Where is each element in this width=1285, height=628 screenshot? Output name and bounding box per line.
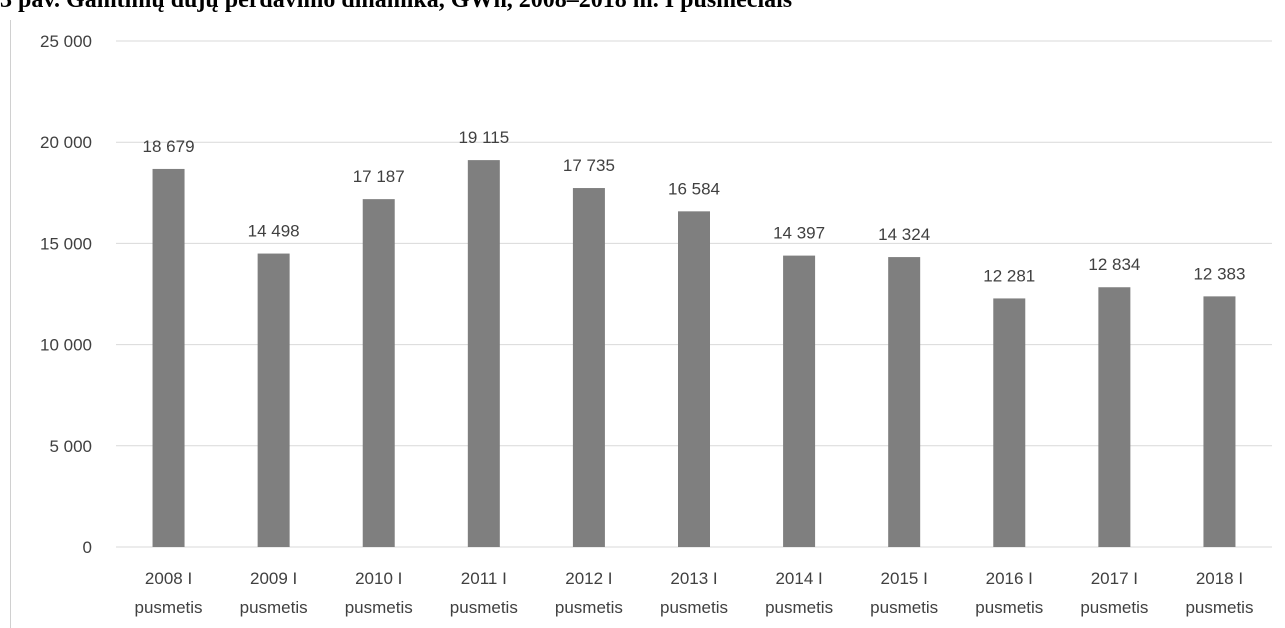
- y-tick-label: 25 000: [40, 32, 92, 51]
- x-tick-label: pusmetis: [765, 598, 833, 617]
- x-tick-label: 2016 I: [986, 569, 1033, 588]
- x-tick-label: pusmetis: [345, 598, 413, 617]
- data-label: 18 679: [143, 137, 195, 156]
- x-tick-label: pusmetis: [975, 598, 1043, 617]
- x-tick-label: pusmetis: [1185, 598, 1253, 617]
- data-label: 12 834: [1088, 255, 1140, 274]
- bar: [467, 160, 500, 547]
- bar: [257, 253, 290, 547]
- x-tick-label: 2009 I: [250, 569, 297, 588]
- y-tick-label: 5 000: [49, 437, 92, 456]
- x-tick-label: pusmetis: [135, 598, 203, 617]
- data-label: 12 281: [983, 266, 1035, 285]
- x-tick-label: 2008 I: [145, 569, 192, 588]
- y-tick-label: 20 000: [40, 133, 92, 152]
- x-tick-label: pusmetis: [240, 598, 308, 617]
- data-label: 14 324: [878, 225, 930, 244]
- data-label: 17 735: [563, 156, 615, 175]
- x-tick-label: 2012 I: [565, 569, 612, 588]
- bar: [152, 168, 185, 547]
- data-label: 17 187: [353, 167, 405, 186]
- data-label: 14 397: [773, 224, 825, 243]
- bar: [783, 255, 816, 547]
- bar: [362, 199, 395, 547]
- x-tick-label: pusmetis: [450, 598, 518, 617]
- bar: [1098, 287, 1131, 547]
- data-label: 16 584: [668, 179, 720, 198]
- data-label: 14 498: [248, 222, 300, 241]
- y-tick-label: 10 000: [40, 336, 92, 355]
- data-label: 19 115: [458, 128, 509, 147]
- bar: [993, 298, 1026, 547]
- x-tick-label: 2013 I: [670, 569, 717, 588]
- x-tick-label: pusmetis: [660, 598, 728, 617]
- x-tick-label: 2014 I: [775, 569, 822, 588]
- x-tick-label: 2011 I: [461, 569, 507, 588]
- x-tick-label: 2018 I: [1196, 569, 1243, 588]
- y-tick-label: 0: [83, 538, 92, 557]
- bar: [888, 257, 921, 547]
- x-tick-label: 2015 I: [881, 569, 928, 588]
- chart-frame-border: [10, 20, 11, 628]
- y-tick-label: 15 000: [40, 234, 92, 253]
- x-tick-label: pusmetis: [555, 598, 623, 617]
- x-tick-label: 2017 I: [1091, 569, 1138, 588]
- x-tick-label: pusmetis: [870, 598, 938, 617]
- data-label: 12 383: [1193, 264, 1245, 283]
- bar: [678, 211, 710, 547]
- bar: [1203, 296, 1236, 547]
- bar: [572, 188, 605, 548]
- chart-title: 3 pav. Gamtinių dujų perdavimo dinamika,…: [0, 0, 793, 13]
- x-tick-label: pusmetis: [1080, 598, 1148, 617]
- x-tick-label: 2010 I: [355, 569, 402, 588]
